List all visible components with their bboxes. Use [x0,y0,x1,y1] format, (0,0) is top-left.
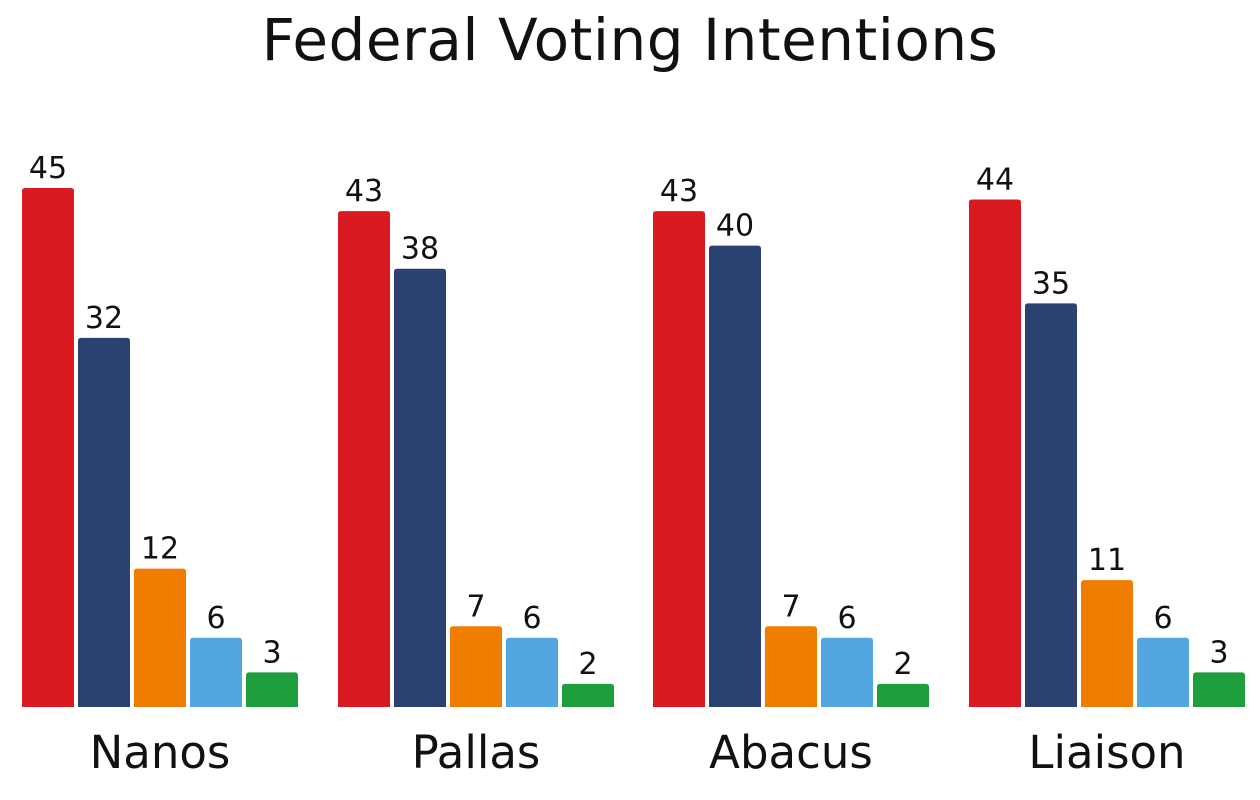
bar-liaison-5 [1193,672,1245,707]
category-label-abacus: Abacus [709,726,873,779]
bar-abacus-5 [877,683,929,707]
chart-title: Federal Voting Intentions [261,6,999,74]
value-label: 43 [345,174,383,209]
value-labels-layer: 45 32 12 6 3 43 38 7 6 2 43 40 7 6 2 44 35 11 6 3 [29,151,1229,682]
category-label-nanos: Nanos [90,726,231,779]
bar-liaison-4 [1137,637,1189,707]
value-label: 44 [976,163,1014,198]
bars-layer [22,188,1245,708]
bar-pallas-2 [394,268,446,707]
value-label: 38 [401,232,439,267]
value-label: 2 [578,647,597,682]
value-label: 35 [1032,266,1070,301]
value-label: 2 [893,647,912,682]
category-label-pallas: Pallas [412,726,541,779]
value-label: 11 [1088,543,1126,578]
bar-abacus-1 [653,211,705,708]
value-label: 7 [466,589,485,624]
bar-liaison-1 [969,199,1021,708]
bar-nanos-2 [78,337,130,707]
value-label: 45 [29,151,67,186]
bar-pallas-1 [338,211,390,708]
value-label: 6 [1153,601,1172,636]
bar-pallas-4 [506,637,558,707]
value-label: 40 [716,209,754,244]
group-labels-layer: Nanos Pallas Abacus Liaison [90,726,1186,779]
bar-abacus-2 [709,245,761,707]
value-label: 32 [85,301,123,336]
value-label: 43 [660,174,698,209]
value-label: 3 [1209,635,1228,670]
bar-abacus-4 [821,637,873,707]
bar-liaison-2 [1025,303,1077,707]
value-label: 7 [781,589,800,624]
value-label: 12 [141,532,179,567]
value-label: 6 [206,601,225,636]
category-label-liaison: Liaison [1028,726,1185,779]
value-label: 6 [522,601,541,636]
bar-nanos-5 [246,672,298,707]
value-label: 3 [262,635,281,670]
bar-nanos-4 [190,637,242,707]
bar-liaison-3 [1081,580,1133,707]
bar-nanos-1 [22,188,74,707]
bar-nanos-3 [134,568,186,707]
bar-pallas-3 [450,626,502,707]
value-label: 6 [837,601,856,636]
bar-abacus-3 [765,626,817,707]
bar-pallas-5 [562,683,614,707]
